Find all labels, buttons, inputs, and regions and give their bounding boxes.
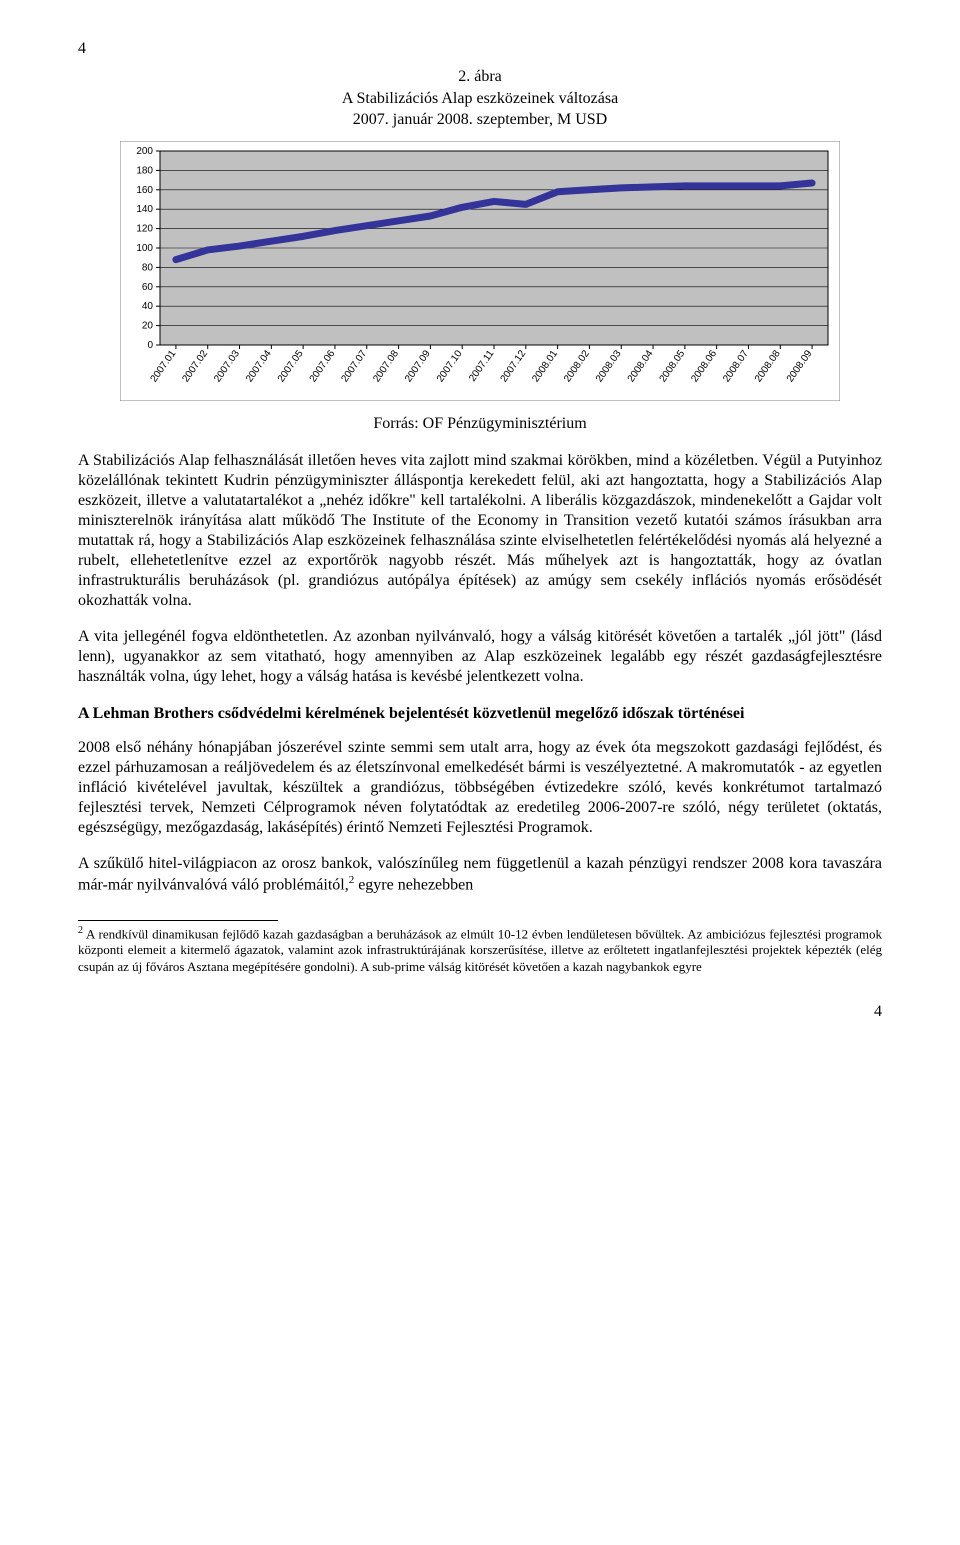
svg-text:100: 100 (136, 243, 153, 254)
svg-text:2007.02: 2007.02 (180, 348, 210, 384)
section-heading: A Lehman Brothers csődvédelmi kérelmének… (78, 703, 882, 725)
svg-text:2007.10: 2007.10 (435, 348, 465, 384)
svg-text:2008.02: 2008.02 (562, 348, 592, 384)
chart-container: 0204060801001201401601802002007.012007.0… (78, 141, 882, 401)
paragraph-4a: A szűkülő hitel-világpiacon az orosz ban… (78, 855, 882, 893)
chart-title: 2. ábra A Stabilizációs Alap eszközeinek… (78, 66, 882, 131)
svg-text:120: 120 (136, 223, 153, 234)
svg-text:2007.09: 2007.09 (403, 348, 433, 384)
page-number-top: 4 (78, 40, 882, 58)
footnote-separator (78, 920, 278, 921)
page-number-bottom: 4 (78, 1003, 882, 1021)
svg-text:2007.05: 2007.05 (276, 348, 306, 384)
svg-text:20: 20 (142, 320, 154, 331)
svg-text:2008.01: 2008.01 (530, 348, 560, 384)
svg-text:2008.03: 2008.03 (594, 348, 624, 384)
svg-text:2008.05: 2008.05 (658, 348, 688, 384)
chart-source: Forrás: OF Pénzügyminisztérium (78, 415, 882, 433)
svg-text:2007.12: 2007.12 (499, 348, 529, 384)
svg-text:2007.08: 2007.08 (371, 348, 401, 384)
paragraph-1: A Stabilizációs Alap felhasználását ille… (78, 451, 882, 611)
line-chart: 0204060801001201401601802002007.012007.0… (120, 141, 840, 401)
paragraph-2: A vita jellegénél fogva eldönthetetlen. … (78, 627, 882, 687)
svg-text:2007.06: 2007.06 (308, 348, 338, 384)
paragraph-3: 2008 első néhány hónapjában jószerével s… (78, 738, 882, 838)
svg-text:200: 200 (136, 146, 153, 157)
svg-text:40: 40 (142, 301, 154, 312)
footnote-text: A rendkívül dinamikusan fejlődő kazah ga… (78, 926, 882, 974)
svg-text:180: 180 (136, 165, 153, 176)
svg-text:60: 60 (142, 282, 154, 293)
svg-text:2008.06: 2008.06 (689, 348, 719, 384)
svg-text:140: 140 (136, 204, 153, 215)
chart-title-line3: 2007. január 2008. szeptember, M USD (353, 111, 607, 128)
svg-text:2008.09: 2008.09 (785, 348, 815, 384)
svg-text:2007.11: 2007.11 (467, 348, 497, 384)
svg-text:2007.03: 2007.03 (212, 348, 242, 384)
svg-text:80: 80 (142, 262, 154, 273)
chart-title-line2: A Stabilizációs Alap eszközeinek változá… (342, 90, 618, 107)
svg-text:2007.04: 2007.04 (244, 348, 274, 384)
chart-title-line1: 2. ábra (458, 68, 502, 85)
svg-text:160: 160 (136, 185, 153, 196)
paragraph-4: A szűkülő hitel-világpiacon az orosz ban… (78, 854, 882, 895)
svg-text:2008.07: 2008.07 (721, 348, 751, 384)
svg-text:2007.01: 2007.01 (149, 348, 179, 384)
paragraph-4b: egyre nehezebben (354, 877, 473, 894)
svg-text:0: 0 (147, 340, 153, 351)
footnote-2: 2 A rendkívül dinamikusan fejlődő kazah … (78, 925, 882, 975)
svg-text:2008.08: 2008.08 (753, 348, 783, 384)
svg-text:2007.07: 2007.07 (339, 348, 369, 384)
svg-text:2008.04: 2008.04 (626, 348, 656, 384)
